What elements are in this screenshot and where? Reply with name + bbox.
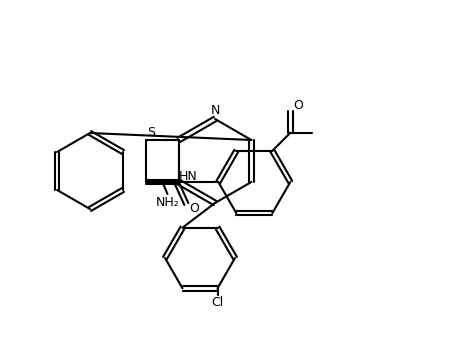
Text: O: O xyxy=(189,203,199,215)
Text: HN: HN xyxy=(179,171,198,183)
Text: Cl: Cl xyxy=(212,296,224,309)
Text: S: S xyxy=(147,126,155,138)
Text: O: O xyxy=(293,99,303,112)
Text: N: N xyxy=(210,105,220,117)
Text: NH₂: NH₂ xyxy=(156,195,179,209)
